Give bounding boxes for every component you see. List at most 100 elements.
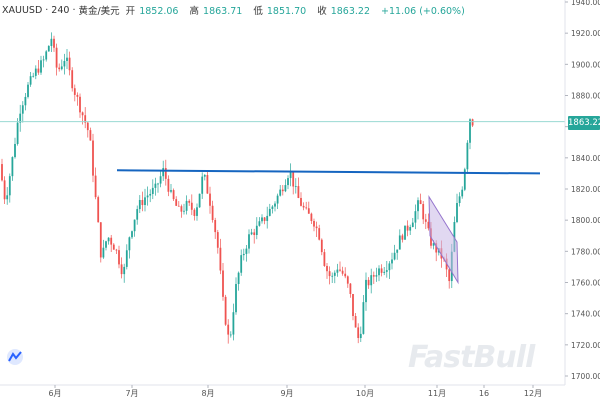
y-tick-label: 1880.00 [571,92,600,101]
candle-body [258,221,261,226]
ohlc-readout: 开 1852.06 高 1863.71 低 1851.70 收 1863.22 +11.… [126,3,469,17]
candle-body [255,225,258,235]
candle-body [346,276,349,284]
candle-body [388,263,391,271]
candle-body [157,183,159,185]
x-tick-label: 6月 [48,389,61,398]
candle-body [40,60,42,73]
candle-body [391,259,393,264]
candle-body [63,60,66,67]
y-tick-label: 1840.00 [571,154,600,163]
tradingview-logo-icon[interactable] [6,349,24,365]
candle-body [60,66,63,70]
symbol-info[interactable]: XAUUSD · 240 · 黄金/美元 [2,3,120,18]
candle-body [216,232,219,248]
candle-body [222,270,224,297]
candle-body [133,219,136,232]
candle-body [245,248,248,254]
candle-body [118,250,120,265]
candle-body [250,232,253,235]
candle-body [292,172,295,187]
candle-body [162,168,165,177]
interval-separator: · [72,4,76,16]
candle-body [105,241,107,248]
candle-body [411,222,414,228]
candle-body [341,270,344,274]
candle-body [323,252,326,266]
candle-body [253,232,256,235]
candle-body [201,176,204,194]
high-label: 高 [189,6,200,17]
candle-body [172,190,175,200]
candle-body [214,220,217,233]
candle-body [32,75,35,77]
candle-body [463,169,466,190]
candle-body [209,193,211,206]
candle-body [424,219,427,222]
candle-body [362,302,365,334]
candle-body [175,199,178,206]
candle-body [235,284,237,313]
x-tick-label: 16 [479,389,489,398]
candle-body [141,199,144,206]
candle-body [203,175,206,177]
candle-body [37,68,40,73]
open-label: 开 [125,6,136,17]
candle-body [328,271,331,277]
candle-body [58,67,61,70]
candle-body [406,225,409,231]
candle-body [349,283,352,294]
candle-body [97,197,100,223]
candle-body [294,186,297,187]
candle-body [185,200,188,211]
candle-body [211,205,214,221]
candle-body [404,225,406,240]
candle-body [24,96,27,106]
candle-body [466,142,469,170]
candle-body [271,206,274,209]
y-tick-label: 1920.00 [571,29,600,38]
candle-body [383,271,386,273]
candle-body [138,199,141,210]
candle-body [469,119,471,143]
candle-body [240,255,243,273]
candle-body [81,112,84,116]
candle-body [315,226,318,229]
candle-body [177,205,180,207]
candle-body [276,195,279,204]
candle-body [396,249,399,253]
candle-body [68,57,71,71]
candle-body [331,275,334,277]
candle-body [359,333,362,339]
flag-pattern [428,194,459,285]
candle-body [99,222,102,258]
open-value: 1852.06 [139,6,179,17]
candle-body [344,273,347,277]
candle-body [170,190,172,192]
candle-body [419,200,422,205]
candle-body [34,68,37,76]
interval-separator: · [45,4,49,16]
candle-body [326,265,328,272]
candle-body [461,189,464,197]
candle-body [115,249,118,251]
candle-body [188,200,191,203]
low-label: 低 [253,6,263,17]
interval-label: 240 [51,4,70,16]
candle-body [55,47,58,68]
candle-body [167,178,170,192]
candle-body [378,268,380,276]
candle-body [232,312,235,335]
candle-body [318,228,321,240]
candle-body [287,178,289,186]
candle-body [128,237,131,251]
candle-body [224,296,227,325]
y-tick-label: 1780.00 [571,247,600,256]
candle-body [131,231,133,238]
candle-body [229,334,232,336]
y-tick-label: 1760.00 [571,279,600,288]
candle-body [456,203,458,223]
candle-body [237,272,240,285]
